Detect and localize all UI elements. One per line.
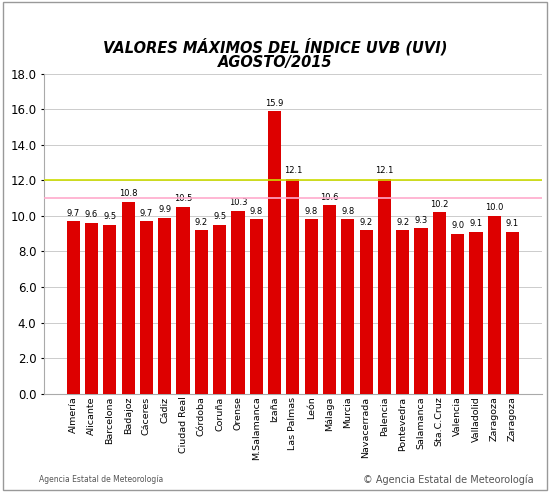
Bar — [250, 219, 263, 394]
Bar — [85, 223, 98, 394]
Bar — [433, 213, 446, 394]
Text: 10.2: 10.2 — [430, 200, 448, 209]
Bar — [341, 219, 354, 394]
Text: 9.6: 9.6 — [85, 211, 98, 219]
Text: © Agencia Estatal de Meteorología: © Agencia Estatal de Meteorología — [363, 474, 534, 485]
Text: 9.0: 9.0 — [451, 221, 464, 230]
Text: 9.5: 9.5 — [213, 212, 226, 221]
Text: 9.8: 9.8 — [305, 207, 318, 216]
Bar — [140, 221, 153, 394]
Bar — [67, 221, 80, 394]
Bar — [506, 232, 519, 394]
Text: 9.8: 9.8 — [250, 207, 263, 216]
Text: AGOSTO/2015: AGOSTO/2015 — [218, 55, 332, 70]
Text: 12.1: 12.1 — [375, 166, 394, 175]
Bar — [378, 179, 391, 394]
Bar — [232, 211, 245, 394]
Bar — [323, 205, 336, 394]
Bar — [414, 228, 427, 394]
Bar — [213, 225, 226, 394]
Text: 9.8: 9.8 — [341, 207, 354, 216]
Text: 9.1: 9.1 — [469, 219, 482, 228]
Text: 9.7: 9.7 — [67, 209, 80, 217]
Bar — [305, 219, 318, 394]
Bar — [488, 216, 501, 394]
Bar — [287, 179, 299, 394]
Bar — [158, 217, 172, 394]
Text: 10.8: 10.8 — [119, 189, 138, 198]
Text: 9.1: 9.1 — [506, 219, 519, 228]
Text: 12.1: 12.1 — [284, 166, 302, 175]
Bar — [177, 207, 190, 394]
Bar — [268, 111, 281, 394]
Bar — [396, 230, 409, 394]
Text: 9.9: 9.9 — [158, 205, 171, 214]
Text: 10.0: 10.0 — [485, 203, 503, 213]
Text: 9.7: 9.7 — [140, 209, 153, 217]
Text: Agencia Estatal de Meteorología: Agencia Estatal de Meteorología — [39, 475, 163, 484]
Text: 9.2: 9.2 — [195, 217, 208, 227]
Bar — [360, 230, 373, 394]
Bar — [103, 225, 117, 394]
Text: VALORES MÁXIMOS DEL ÍNDICE UVB (UVI): VALORES MÁXIMOS DEL ÍNDICE UVB (UVI) — [103, 38, 447, 56]
Bar — [195, 230, 208, 394]
Text: 15.9: 15.9 — [266, 98, 284, 108]
Text: 9.3: 9.3 — [414, 216, 428, 225]
Text: 9.2: 9.2 — [360, 217, 373, 227]
Bar — [469, 232, 482, 394]
Text: 10.5: 10.5 — [174, 194, 192, 204]
Bar — [451, 234, 464, 394]
Text: 10.3: 10.3 — [229, 198, 247, 207]
Text: 9.5: 9.5 — [103, 212, 117, 221]
Text: 9.2: 9.2 — [396, 217, 409, 227]
Bar — [122, 202, 135, 394]
Text: 10.6: 10.6 — [320, 193, 339, 202]
